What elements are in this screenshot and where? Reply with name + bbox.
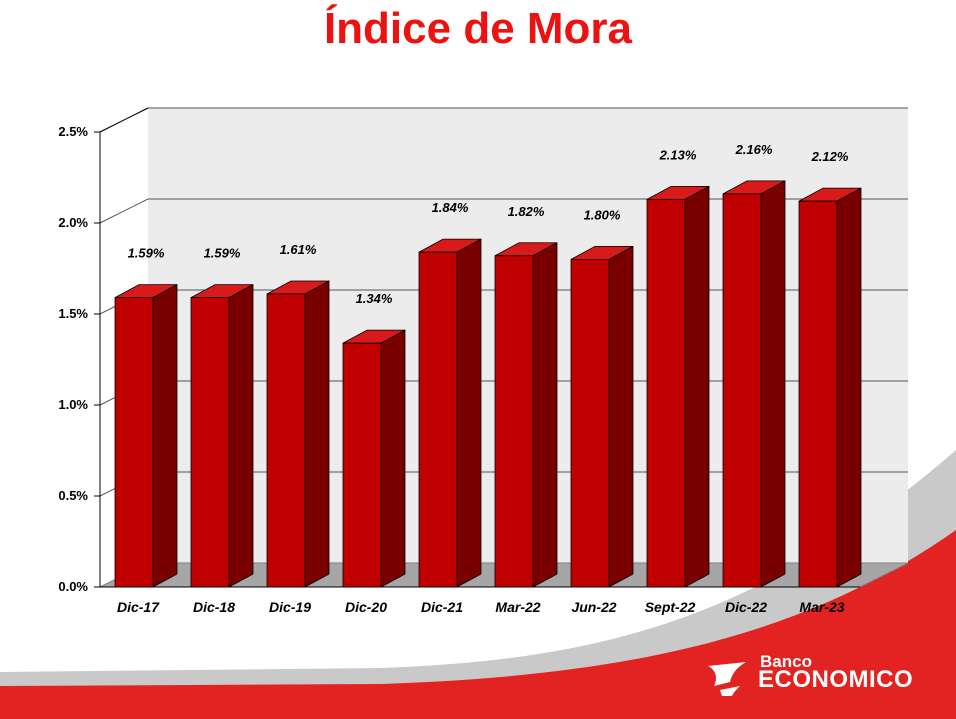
y-tick-label: 0.0% (58, 579, 88, 594)
bar (570, 258, 610, 588)
y-tick-label: 0.5% (58, 488, 88, 503)
bar-side (380, 329, 406, 588)
x-tick-label: Dic-21 (421, 599, 463, 615)
bar (114, 297, 154, 588)
bar (798, 200, 838, 588)
y-axis-top-edge (99, 107, 149, 133)
logo-name-text: ECONOMICO (758, 666, 914, 693)
x-tick-label: Sept-22 (645, 599, 696, 615)
bar-side (532, 242, 558, 588)
bar (722, 193, 762, 588)
bar-side (304, 280, 330, 588)
data-label: 1.80% (584, 207, 621, 222)
data-label: 1.59% (128, 246, 165, 261)
x-tick-label: Dic-18 (193, 599, 235, 615)
y-tick-label: 1.5% (58, 306, 88, 321)
bar (646, 198, 686, 588)
data-label: 1.61% (280, 242, 317, 257)
data-label: 2.16% (735, 142, 773, 157)
y-tick-label: 2.0% (58, 215, 88, 230)
x-tick-label: Jun-22 (571, 599, 616, 615)
x-tick-label: Dic-19 (269, 599, 311, 615)
data-label: 2.13% (659, 147, 697, 162)
data-label: 1.34% (356, 291, 393, 306)
bar (494, 255, 534, 588)
bar (418, 251, 458, 588)
x-tick-label: Mar-23 (799, 599, 844, 615)
data-label: 2.12% (811, 149, 849, 164)
x-tick-label: Dic-20 (345, 599, 387, 615)
page-title: Índice de Mora (323, 4, 633, 53)
y-tick-label: 1.0% (58, 397, 88, 412)
x-tick-label: Mar-22 (495, 599, 540, 615)
x-tick-label: Dic-22 (725, 599, 767, 615)
bar-side (684, 185, 710, 588)
bar-side (760, 180, 786, 588)
brand-logo: Banco ECONOMICO (706, 652, 946, 696)
logo-mark-icon (708, 662, 746, 696)
bar (266, 293, 306, 588)
data-label: 1.59% (204, 246, 241, 261)
bar-side (228, 283, 254, 588)
data-label: 1.82% (508, 204, 545, 219)
bar (190, 297, 230, 588)
data-label: 1.84% (432, 200, 469, 215)
bar-side (608, 245, 634, 588)
bar-side (836, 187, 862, 588)
bar-side (152, 283, 178, 588)
x-tick-label: Dic-17 (117, 599, 160, 615)
y-tick-label: 2.5% (58, 124, 88, 139)
logo-bank-text: Banco (760, 652, 812, 671)
bar-side (456, 238, 482, 588)
bar (342, 342, 382, 588)
